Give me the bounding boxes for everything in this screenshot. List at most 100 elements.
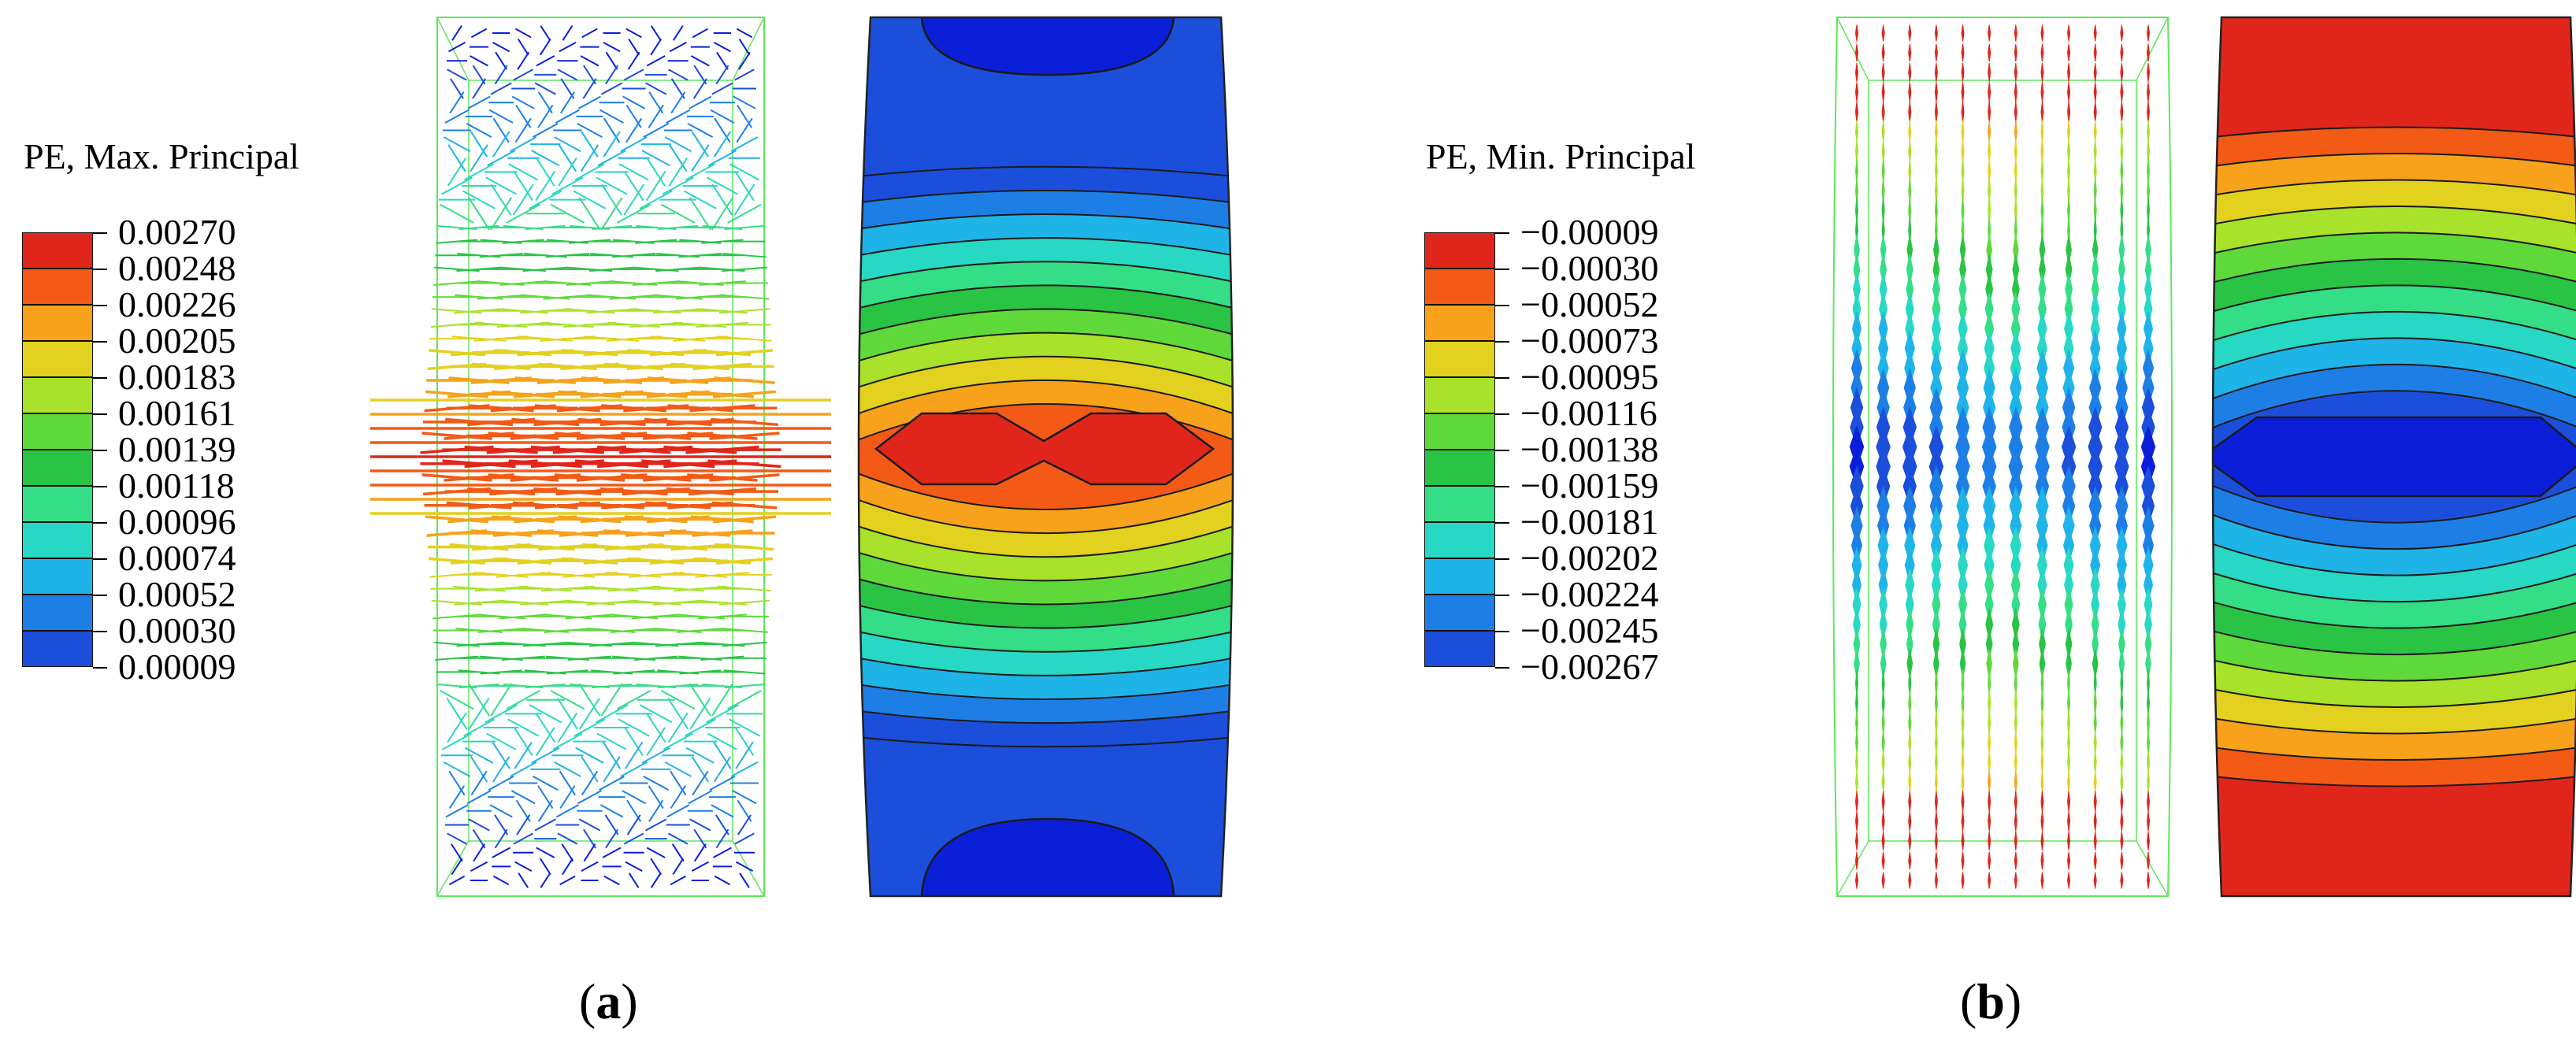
strain-arrow bbox=[690, 55, 710, 67]
strain-arrow bbox=[1988, 851, 1991, 870]
mesh-edge bbox=[436, 840, 470, 897]
strain-arrow bbox=[445, 804, 469, 818]
strain-arrow bbox=[2120, 851, 2124, 870]
strain-arrow bbox=[1934, 43, 1938, 62]
strain-arrow bbox=[550, 203, 585, 224]
strain-arrow bbox=[2014, 62, 2017, 83]
strain-arrow bbox=[2120, 872, 2124, 889]
legend-swatch bbox=[1424, 595, 1495, 631]
strain-arrow bbox=[513, 69, 534, 81]
strain-arrow bbox=[2120, 770, 2124, 794]
strain-arrow bbox=[559, 770, 576, 796]
legend-tick bbox=[1495, 486, 1509, 487]
strain-arrow bbox=[734, 170, 755, 202]
legend-tick bbox=[1495, 667, 1509, 669]
strain-arrow bbox=[628, 873, 640, 888]
strain-arrow bbox=[529, 190, 562, 209]
strain-arrow bbox=[650, 858, 663, 876]
strain-arrow bbox=[464, 445, 538, 454]
strain-arrow bbox=[2014, 82, 2017, 102]
strain-arrow bbox=[506, 203, 541, 224]
strain-arrow bbox=[609, 613, 659, 620]
strain-arrow bbox=[2067, 791, 2071, 813]
strain-arrow bbox=[550, 690, 585, 710]
strain-arrow bbox=[540, 873, 551, 888]
strain-arrow bbox=[1908, 82, 1912, 102]
strain-arrow bbox=[700, 655, 744, 661]
legend-label: 0.00074 bbox=[118, 538, 236, 578]
strain-arrow bbox=[486, 732, 517, 750]
mesh-edge bbox=[1836, 840, 1869, 897]
strain-arrow bbox=[562, 858, 573, 876]
strain-arrow bbox=[583, 843, 596, 862]
strain-arrow bbox=[718, 585, 771, 592]
strain-arrow bbox=[1854, 82, 1859, 102]
strain-arrow bbox=[2014, 831, 2017, 851]
strain-arrow bbox=[468, 683, 491, 717]
strain-arrow bbox=[472, 828, 486, 849]
strain-arrow bbox=[692, 78, 707, 99]
mesh-edge bbox=[732, 17, 765, 81]
strain-arrow bbox=[1908, 770, 1912, 794]
strain-arrow bbox=[580, 55, 599, 67]
strain-arrow bbox=[715, 349, 774, 357]
strain-arrow bbox=[492, 131, 510, 157]
strain-arrow bbox=[532, 775, 559, 791]
strain-arrow bbox=[2093, 851, 2097, 870]
strain-arrow bbox=[620, 136, 648, 153]
panel-a: PE, Max. Principal 0.00270 0.00248 0.00226… bbox=[22, 136, 299, 687]
strain-arrow bbox=[2014, 24, 2017, 42]
strain-arrow bbox=[515, 28, 532, 39]
strain-arrow bbox=[2146, 101, 2151, 123]
strain-arrow bbox=[2093, 62, 2097, 83]
vector-plot-a bbox=[370, 17, 831, 897]
strain-arrow bbox=[592, 224, 632, 230]
strain-arrow bbox=[1908, 791, 1912, 813]
strain-arrow bbox=[530, 445, 604, 454]
strain-arrow bbox=[1934, 120, 1938, 143]
strain-arrow bbox=[601, 183, 622, 216]
strain-arrow bbox=[464, 163, 495, 181]
strain-arrow bbox=[443, 761, 471, 777]
strain-arrow bbox=[1854, 770, 1859, 794]
strain-arrow bbox=[639, 704, 673, 724]
strain-arrow bbox=[727, 690, 762, 710]
legend-swatch bbox=[1424, 305, 1495, 341]
strain-arrow bbox=[602, 847, 622, 858]
mesh-edge bbox=[2136, 17, 2169, 81]
strain-arrow bbox=[517, 38, 529, 56]
strain-arrow bbox=[1934, 791, 1938, 813]
strain-arrow bbox=[443, 136, 471, 153]
strain-arrow bbox=[1988, 24, 1991, 42]
strain-arrow bbox=[2146, 120, 2151, 143]
strain-arrow bbox=[583, 828, 596, 849]
strain-arrow bbox=[710, 109, 735, 124]
mesh-edge bbox=[2136, 840, 2169, 897]
strain-arrow bbox=[2093, 82, 2097, 102]
strain-arrow bbox=[537, 799, 553, 822]
strain-arrow bbox=[492, 875, 510, 886]
strain-arrow bbox=[621, 473, 692, 482]
strain-arrow bbox=[667, 698, 689, 730]
strain-arrow bbox=[734, 832, 755, 845]
legend-tick bbox=[1495, 631, 1509, 632]
strain-arrow bbox=[512, 183, 534, 216]
legend-tick bbox=[1495, 522, 1509, 524]
legend-swatch bbox=[22, 522, 93, 558]
legend-label: 0.00226 bbox=[118, 284, 236, 324]
legend-label: 0.00009 bbox=[118, 647, 236, 687]
strain-arrow bbox=[540, 321, 594, 328]
strain-arrow bbox=[667, 69, 689, 81]
strain-arrow bbox=[597, 445, 671, 454]
strain-arrow bbox=[2146, 24, 2151, 42]
legend-label: −0.00009 bbox=[1520, 212, 1659, 252]
strain-arrow bbox=[1854, 62, 1859, 83]
strain-arrow bbox=[1961, 811, 1965, 832]
strain-arrow bbox=[537, 104, 554, 128]
strain-arrow bbox=[492, 515, 555, 524]
strain-arrow bbox=[648, 799, 664, 822]
strain-arrow bbox=[2120, 82, 2124, 102]
strain-arrow bbox=[510, 790, 536, 805]
strain-arrow bbox=[734, 727, 755, 756]
strain-arrow bbox=[558, 144, 577, 172]
